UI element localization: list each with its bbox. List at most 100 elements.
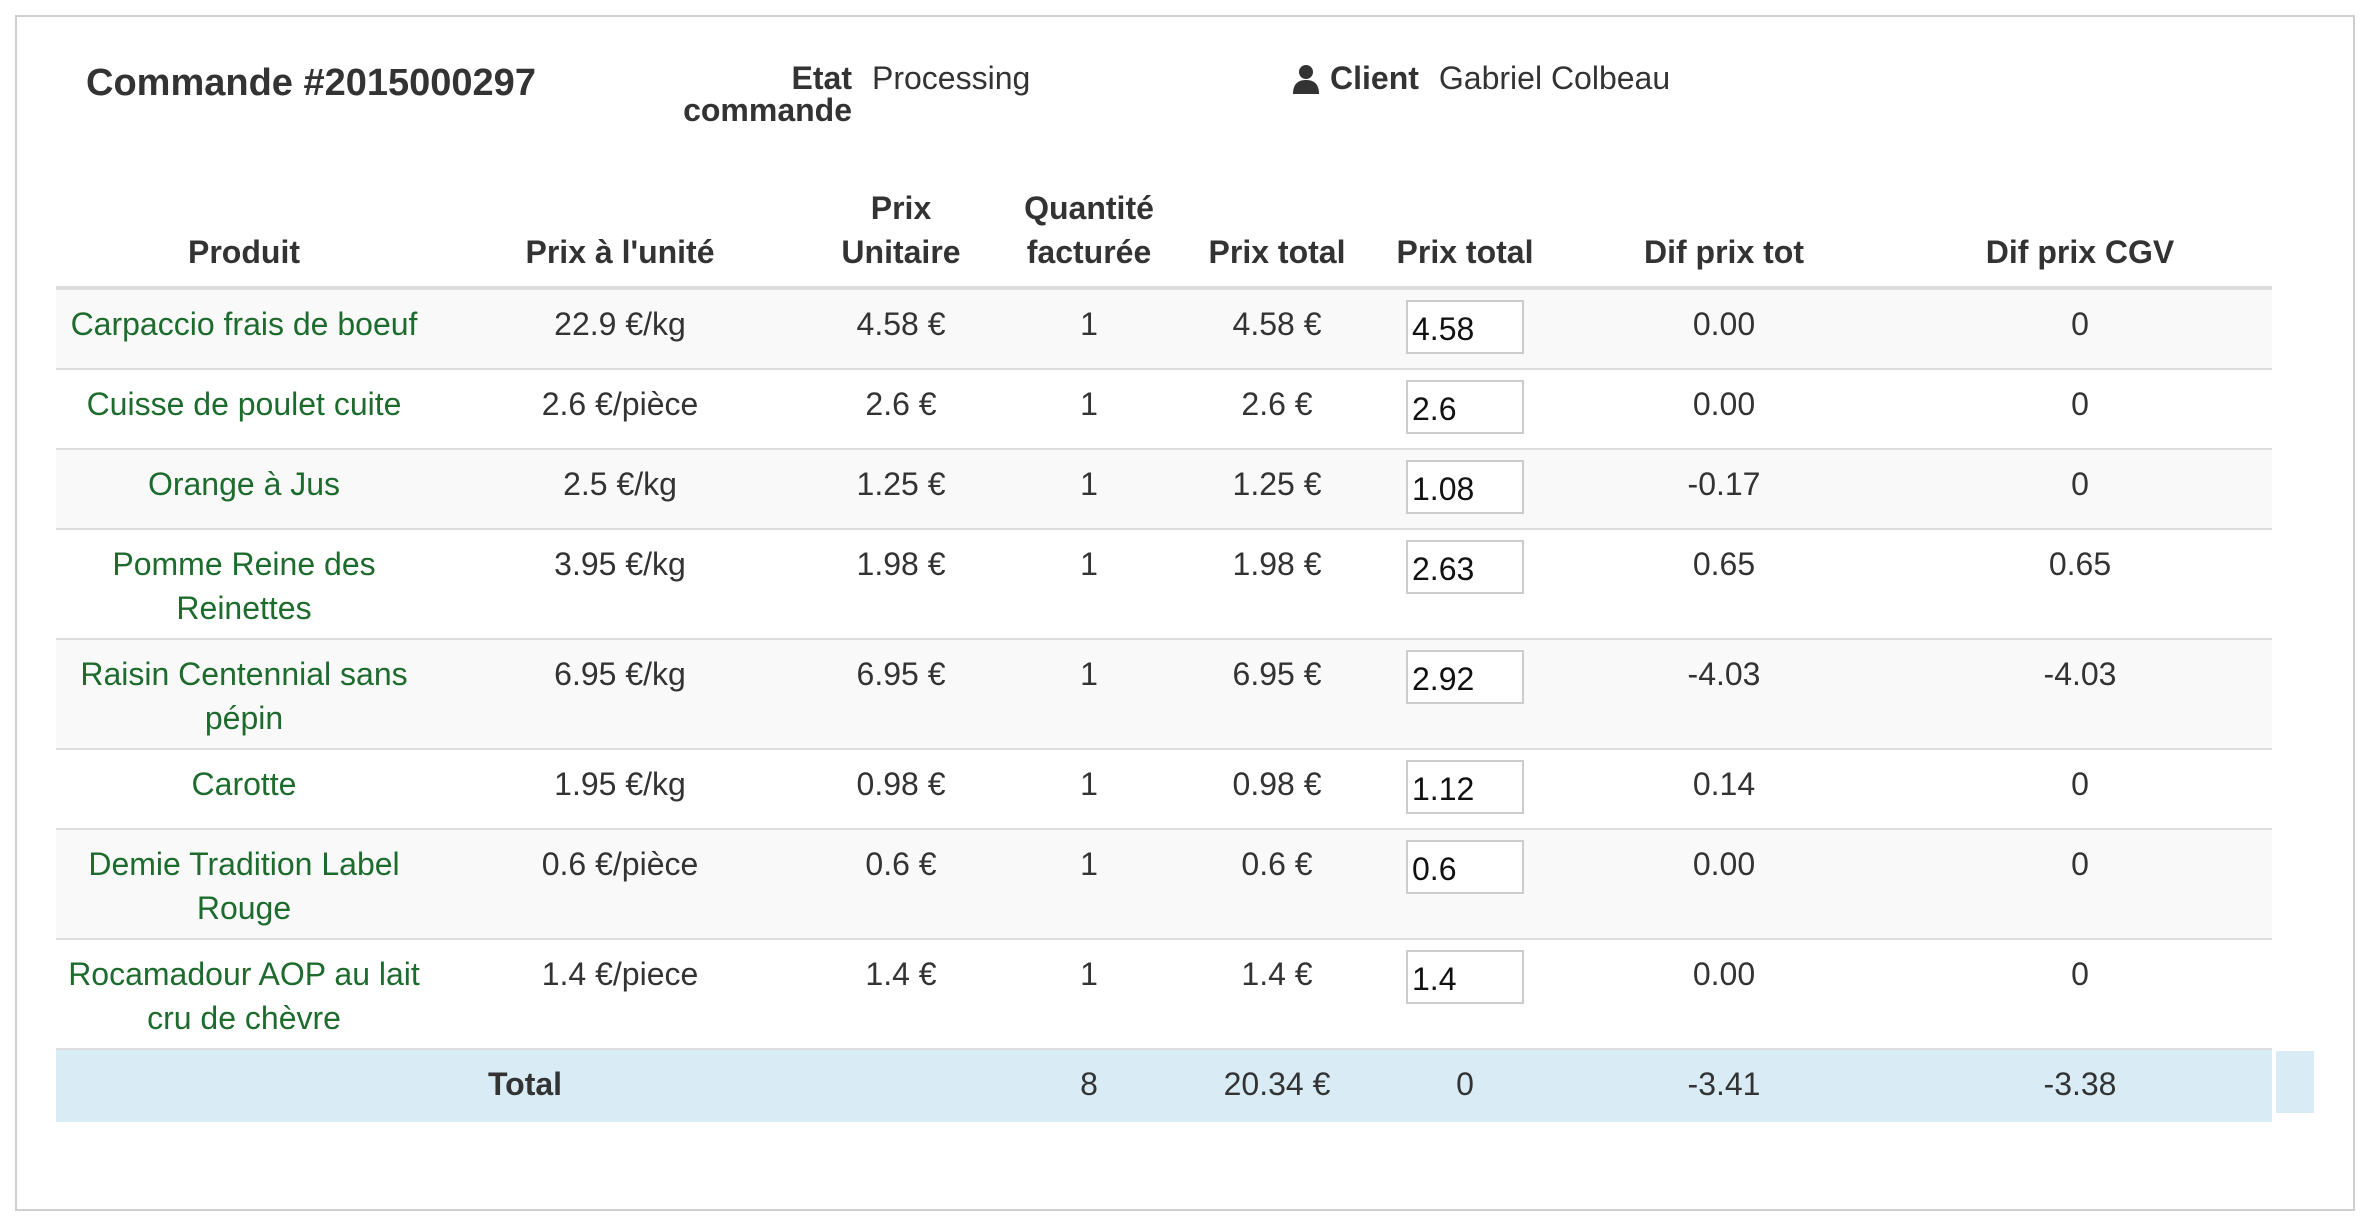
dif-prix-cgv: 0: [1888, 938, 2272, 1049]
table-row: Carpaccio frais de boeuf 22.9 €/kg 4.58 …: [56, 287, 2272, 369]
quantity: 1: [994, 528, 1184, 639]
order-status-label: Etat commande: [683, 60, 852, 128]
quantity: 1: [994, 828, 1184, 939]
total-dif-prix-cgv: -3.38: [1888, 1048, 2272, 1122]
dif-prix-tot: -0.17: [1560, 448, 1888, 529]
prix-total-cell: [1370, 938, 1560, 1049]
prix-total-cell: [1370, 287, 1560, 369]
prix-unitaire: 1.25 €: [808, 448, 994, 529]
prix-total-input[interactable]: [1406, 540, 1524, 594]
prix-unitaire: 0.6 €: [808, 828, 994, 939]
dif-prix-tot: -4.03: [1560, 638, 1888, 749]
dif-prix-cgv: 0: [1888, 448, 2272, 529]
prix-total-input[interactable]: [1406, 380, 1524, 434]
total-quantity: 8: [994, 1048, 1184, 1122]
prix-total: 0.98 €: [1184, 748, 1370, 829]
prix-total-input[interactable]: [1406, 760, 1524, 814]
product-link[interactable]: Carotte: [56, 748, 432, 829]
order-status-value: Processing: [872, 60, 1031, 96]
prix-total-cell: [1370, 638, 1560, 749]
dif-prix-cgv: 0: [1888, 748, 2272, 829]
table-row: Raisin Centennial sans pépin 6.95 €/kg 6…: [56, 638, 2272, 749]
dif-prix-cgv: 0.65: [1888, 528, 2272, 639]
order-lines-table: Produit Prix à l'unité Prix Unitaire Qua…: [56, 186, 2272, 1122]
table-total-row: Total 8 20.34 € 0 -3.41 -3.38: [56, 1048, 2272, 1122]
product-link[interactable]: Carpaccio frais de boeuf: [56, 287, 432, 369]
total-dif-prix-tot: -3.41: [1560, 1048, 1888, 1122]
unit-price: 3.95 €/kg: [432, 528, 808, 639]
prix-unitaire: 4.58 €: [808, 287, 994, 369]
total-row-extension: [2276, 1051, 2314, 1113]
dif-prix-tot: 0.00: [1560, 287, 1888, 369]
quantity: 1: [994, 368, 1184, 449]
dif-prix-cgv: -4.03: [1888, 638, 2272, 749]
quantity: 1: [994, 748, 1184, 829]
dif-prix-cgv: 0: [1888, 368, 2272, 449]
product-link[interactable]: Pomme Reine des Reinettes: [56, 528, 432, 639]
order-panel: [15, 15, 2355, 1211]
prix-total-input[interactable]: [1406, 840, 1524, 894]
prix-total-cell: [1370, 448, 1560, 529]
dif-prix-cgv: 0: [1888, 828, 2272, 939]
user-icon: [1293, 64, 1319, 94]
unit-price: 0.6 €/pièce: [432, 828, 808, 939]
table-header-row: Produit Prix à l'unité Prix Unitaire Qua…: [56, 186, 2272, 290]
table-row: Demie Tradition Label Rouge 0.6 €/pièce …: [56, 828, 2272, 939]
product-link[interactable]: Orange à Jus: [56, 448, 432, 529]
unit-price: 2.5 €/kg: [432, 448, 808, 529]
prix-unitaire: 0.98 €: [808, 748, 994, 829]
prix-unitaire: 1.4 €: [808, 938, 994, 1049]
table-row: Orange à Jus 2.5 €/kg 1.25 € 1 1.25 € -0…: [56, 448, 2272, 529]
prix-total-input[interactable]: [1406, 300, 1524, 354]
total-label: Total: [56, 1048, 994, 1122]
prix-unitaire: 1.98 €: [808, 528, 994, 639]
client-name: Gabriel Colbeau: [1438, 60, 1671, 96]
product-link[interactable]: Rocamadour AOP au lait cru de chèvre: [56, 938, 432, 1049]
prix-unitaire: 2.6 €: [808, 368, 994, 449]
prix-total-input[interactable]: [1406, 460, 1524, 514]
col-header-dif-prix-cgv: Dif prix CGV: [1888, 186, 2272, 290]
col-header-dif-prix-tot: Dif prix tot: [1560, 186, 1888, 290]
unit-price: 6.95 €/kg: [432, 638, 808, 749]
product-link[interactable]: Demie Tradition Label Rouge: [56, 828, 432, 939]
quantity: 1: [994, 448, 1184, 529]
prix-total-cell: [1370, 828, 1560, 939]
dif-prix-tot: 0.00: [1560, 938, 1888, 1049]
col-header-produit: Produit: [56, 186, 432, 290]
prix-total-cell: [1370, 528, 1560, 639]
prix-total: 1.25 €: [1184, 448, 1370, 529]
col-header-prix-total: Prix total: [1184, 186, 1370, 290]
quantity: 1: [994, 638, 1184, 749]
prix-total: 1.98 €: [1184, 528, 1370, 639]
product-link[interactable]: Cuisse de poulet cuite: [56, 368, 432, 449]
unit-price: 22.9 €/kg: [432, 287, 808, 369]
col-header-prix-total-edit: Prix total: [1370, 186, 1560, 290]
prix-total: 4.58 €: [1184, 287, 1370, 369]
col-header-prix-unitaire: Prix Unitaire: [808, 186, 994, 290]
total-prix-total-input: 0: [1370, 1048, 1560, 1122]
page-title: Commande #2015000297: [86, 62, 536, 104]
dif-prix-tot: 0.65: [1560, 528, 1888, 639]
prix-total: 1.4 €: [1184, 938, 1370, 1049]
prix-total: 6.95 €: [1184, 638, 1370, 749]
dif-prix-tot: 0.14: [1560, 748, 1888, 829]
prix-unitaire: 6.95 €: [808, 638, 994, 749]
col-header-quantite-facturee: Quantité facturée: [994, 186, 1184, 290]
prix-total-cell: [1370, 748, 1560, 829]
client-info: Client Gabriel Colbeau: [1292, 60, 1670, 97]
table-row: Carotte 1.95 €/kg 0.98 € 1 0.98 € 0.14 0: [56, 748, 2272, 829]
prix-total: 2.6 €: [1184, 368, 1370, 449]
prix-total-input[interactable]: [1406, 950, 1524, 1004]
table-row: Pomme Reine des Reinettes 3.95 €/kg 1.98…: [56, 528, 2272, 639]
dif-prix-cgv: 0: [1888, 287, 2272, 369]
prix-total-input[interactable]: [1406, 650, 1524, 704]
unit-price: 2.6 €/pièce: [432, 368, 808, 449]
client-label: Client: [1330, 60, 1419, 96]
dif-prix-tot: 0.00: [1560, 828, 1888, 939]
unit-price: 1.95 €/kg: [432, 748, 808, 829]
quantity: 1: [994, 938, 1184, 1049]
quantity: 1: [994, 287, 1184, 369]
table-row: Rocamadour AOP au lait cru de chèvre 1.4…: [56, 938, 2272, 1049]
product-link[interactable]: Raisin Centennial sans pépin: [56, 638, 432, 749]
prix-total: 0.6 €: [1184, 828, 1370, 939]
